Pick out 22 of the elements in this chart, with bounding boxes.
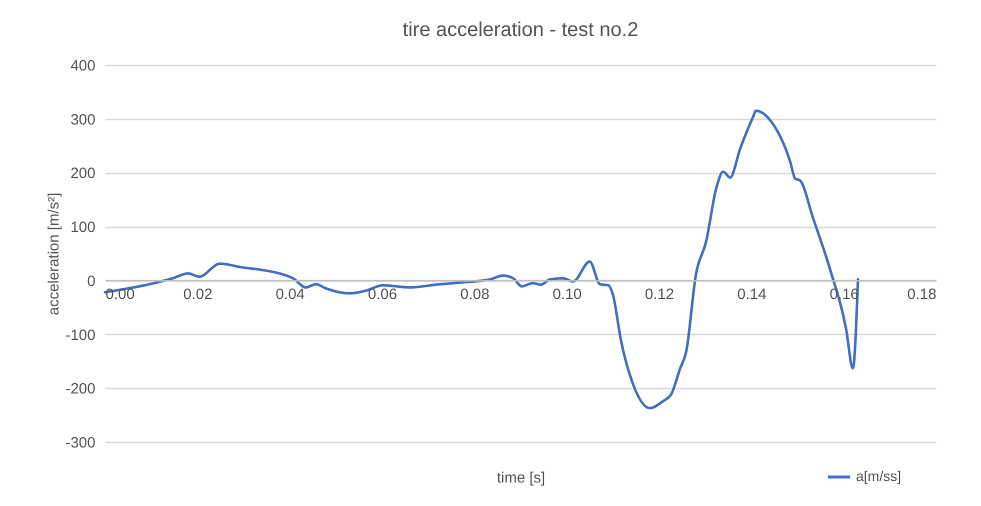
x-tick-label: 0.14	[737, 286, 766, 303]
line-series	[104, 109, 860, 410]
y-tick-label: 0	[87, 272, 96, 290]
x-tick-label: 0.12	[644, 286, 674, 303]
x-tick-label: 0.06	[368, 286, 398, 303]
legend-label: a[m/ss]	[856, 468, 902, 484]
x-tick-label: 0.08	[460, 286, 490, 303]
y-tick-label: 100	[70, 219, 96, 236]
x-tick-label: 0.10	[552, 286, 582, 303]
y-tick-label: 200	[70, 165, 96, 182]
x-axis-title: time [s]	[496, 470, 546, 486]
chart-title: tire acceleration - test no.2	[402, 19, 638, 41]
y-axis-title: acceleration [m/s²]	[45, 192, 62, 316]
x-tick-label: 0.00	[106, 286, 135, 303]
y-tick-label: -100	[65, 326, 96, 344]
x-tick-label: 0.18	[907, 286, 936, 303]
y-tick-label: -200	[65, 380, 96, 398]
y-tick-label: 400	[70, 58, 96, 74]
y-tick-label: 300	[70, 111, 96, 128]
x-tick-label: 0.02	[183, 286, 212, 303]
x-tick-label: 0.04	[276, 286, 305, 303]
y-tick-label: -300	[65, 434, 96, 452]
